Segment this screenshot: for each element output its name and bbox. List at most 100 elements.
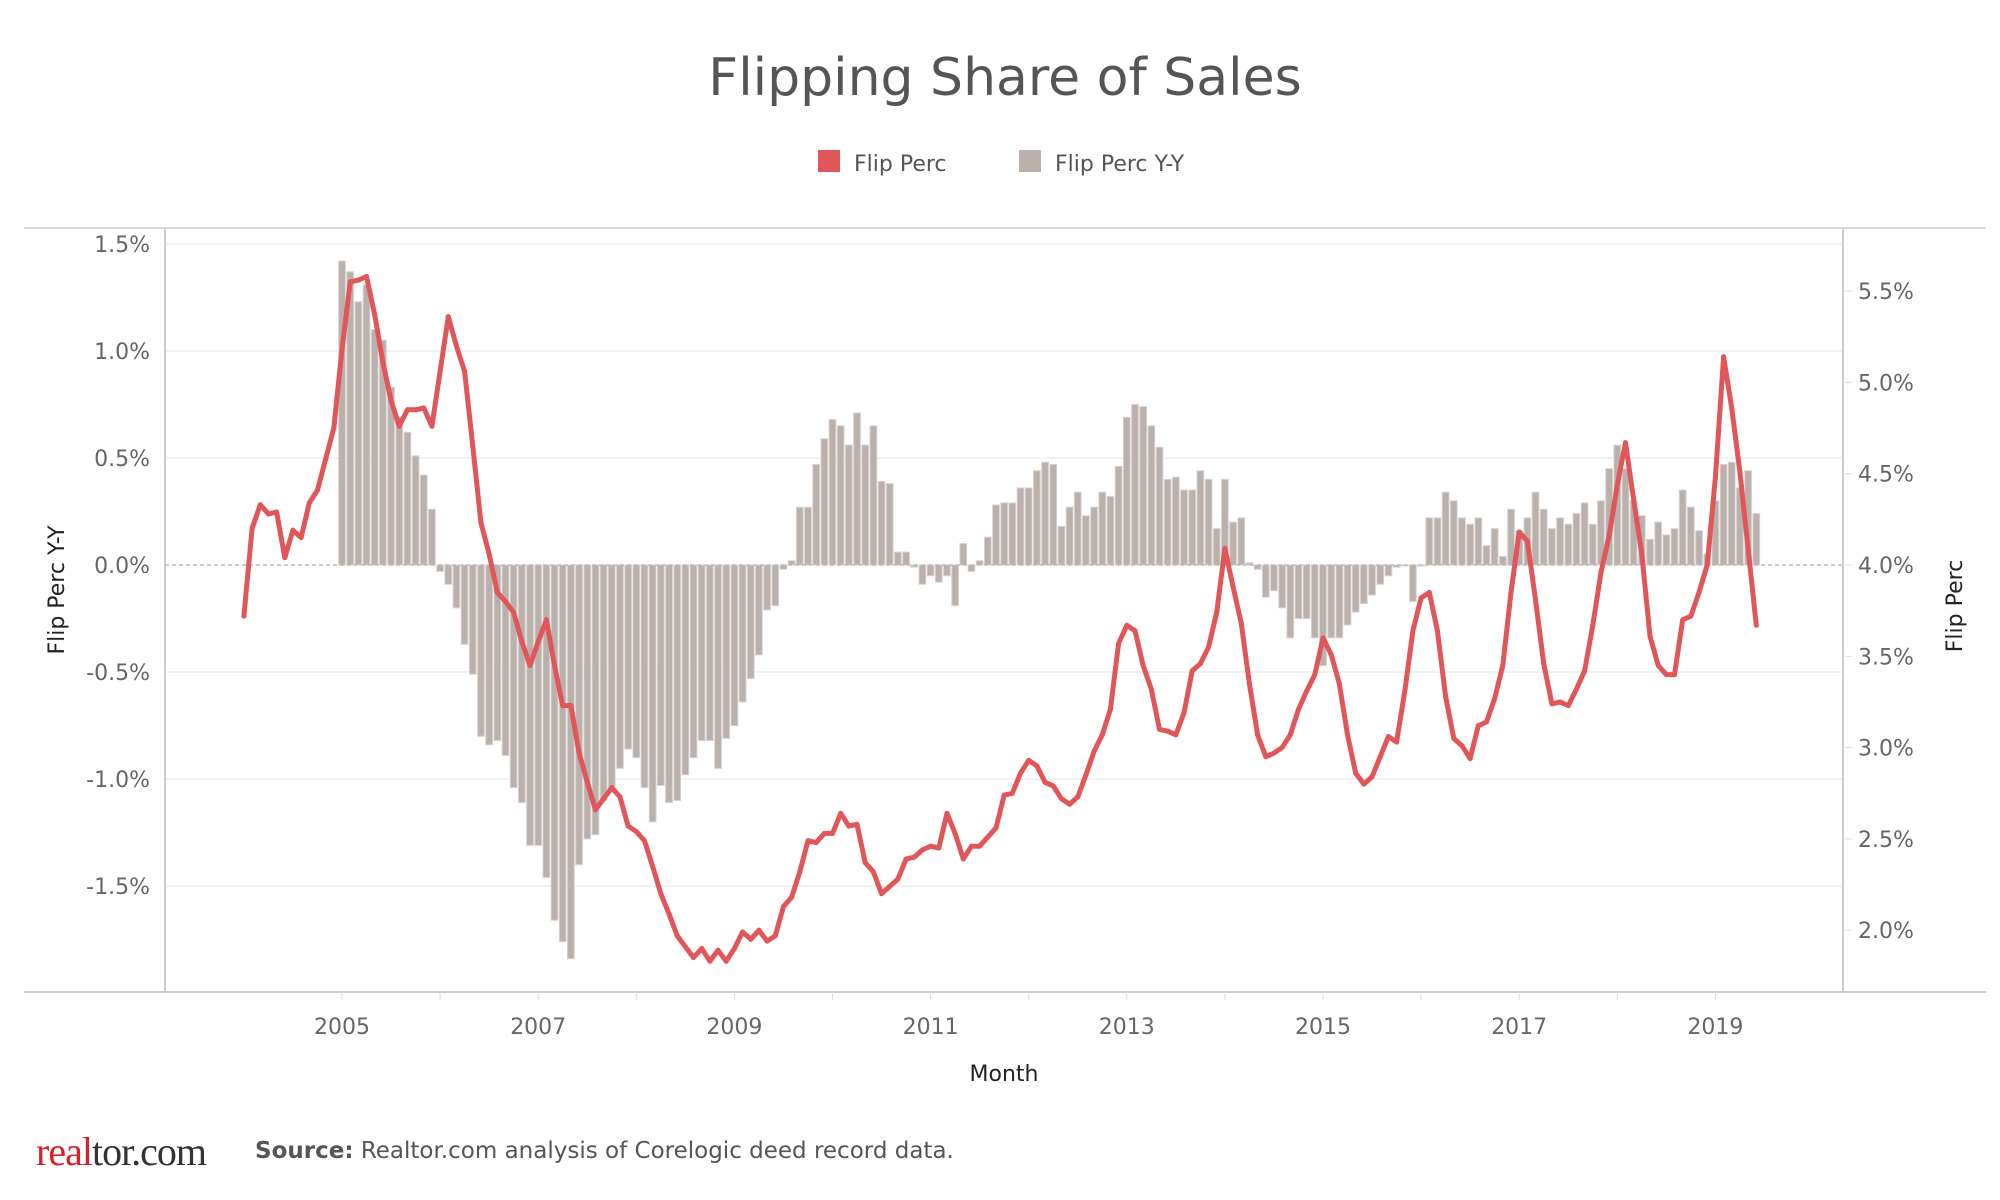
line-point-2014-11 xyxy=(1304,688,1310,694)
right-tick-label: 2.0% xyxy=(1858,919,1914,944)
line-point-2014-7 xyxy=(1271,750,1277,756)
line-point-2008-7 xyxy=(682,944,688,950)
line-series-flip-perc xyxy=(241,273,1759,964)
bar-2010-10 xyxy=(902,551,910,566)
bar-2013-4 xyxy=(1147,425,1156,566)
bar-2014-2 xyxy=(1229,521,1237,566)
line-point-2009-11 xyxy=(813,840,819,846)
bar-2012-10 xyxy=(1098,491,1107,566)
line-point-2007-1 xyxy=(535,639,541,645)
line-point-2009-7 xyxy=(780,903,786,909)
line-point-2012-6 xyxy=(1067,801,1073,807)
bar-2018-10 xyxy=(1687,506,1695,566)
line-point-2015-2 xyxy=(1328,651,1334,657)
bar-2016-3 xyxy=(1433,517,1442,566)
bar-2008-2 xyxy=(640,564,649,789)
line-point-2014-1 xyxy=(1222,546,1228,552)
line-point-2017-7 xyxy=(1565,703,1571,709)
bar-2009-4 xyxy=(755,564,763,656)
line-point-2009-3 xyxy=(748,936,754,942)
line-point-2013-12 xyxy=(1214,609,1220,615)
bar-2007-1 xyxy=(534,564,543,846)
right-tick-label: 3.5% xyxy=(1858,645,1914,670)
line-point-2007-8 xyxy=(592,807,598,813)
chart-title: Flipping Share of Sales xyxy=(708,48,1301,108)
line-point-2016-2 xyxy=(1426,589,1432,595)
line-point-2009-2 xyxy=(740,929,746,935)
line-point-2005-9 xyxy=(404,407,410,413)
legend-swatch-flip-perc xyxy=(818,150,840,172)
line-point-2009-6 xyxy=(772,933,778,939)
bar-2015-7 xyxy=(1368,564,1376,596)
x-tick-label: 2017 xyxy=(1491,1015,1547,1040)
bar-2018-7 xyxy=(1662,534,1671,566)
right-tick-label: 2.5% xyxy=(1858,828,1914,853)
line-point-2013-10 xyxy=(1197,661,1203,667)
legend-label-flip-perc: Flip Perc xyxy=(854,152,947,177)
line-point-2015-1 xyxy=(1320,635,1326,641)
line-point-2005-10 xyxy=(413,407,419,413)
line-point-2006-2 xyxy=(445,314,451,320)
x-axis-title: Month xyxy=(970,1062,1039,1087)
line-point-2007-10 xyxy=(609,785,615,791)
line-point-2006-10 xyxy=(511,609,517,615)
bar-2010-8 xyxy=(885,483,894,566)
line-point-2009-4 xyxy=(756,927,762,933)
bar-2006-10 xyxy=(509,564,518,789)
line-point-2006-4 xyxy=(462,368,468,374)
bar-2011-3 xyxy=(943,564,951,577)
legend-label-flip-perc-yy: Flip Perc Y-Y xyxy=(1055,152,1185,177)
right-axis-ticks: 5.5% 5.0% 4.5% 4.0% 3.5% 3.0% 2.5% 2.0% xyxy=(1845,280,1914,944)
line-point-2016-4 xyxy=(1443,693,1449,699)
bar-2011-9 xyxy=(992,504,1000,566)
line-point-2007-4 xyxy=(560,703,566,709)
right-tick-label: 4.0% xyxy=(1858,554,1914,579)
x-tick-label: 2013 xyxy=(1099,1015,1155,1040)
line-point-2016-5 xyxy=(1451,735,1457,741)
line-point-2008-2 xyxy=(641,838,647,844)
line-point-2018-1 xyxy=(1614,482,1620,488)
bar-2013-10 xyxy=(1196,470,1205,566)
bar-2018-5 xyxy=(1646,538,1654,566)
line-point-2018-11 xyxy=(1696,589,1702,595)
bar-2018-11 xyxy=(1695,530,1703,566)
bar-2014-10 xyxy=(1294,564,1303,619)
bar-2011-2 xyxy=(934,564,943,583)
bar-2015-3 xyxy=(1335,564,1344,639)
line-point-2016-1 xyxy=(1418,595,1424,601)
line-point-2010-8 xyxy=(887,883,893,889)
line-point-2019-6 xyxy=(1753,622,1759,628)
bar-2009-3 xyxy=(746,564,755,679)
line-point-2012-7 xyxy=(1075,794,1081,800)
bar-2013-8 xyxy=(1180,489,1188,566)
line-point-2004-10 xyxy=(314,487,320,493)
line-point-2005-11 xyxy=(421,405,427,411)
line-point-2008-3 xyxy=(650,863,656,869)
line-point-2006-1 xyxy=(437,368,443,374)
line-point-2006-5 xyxy=(470,443,476,449)
bar-2008-7 xyxy=(681,564,690,776)
line-point-2008-8 xyxy=(691,955,697,961)
line-point-2011-6 xyxy=(968,843,974,849)
line-point-2009-10 xyxy=(805,838,811,844)
bar-2008-11 xyxy=(714,564,722,769)
x-tick-label: 2019 xyxy=(1687,1015,1743,1040)
line-point-2005-3 xyxy=(355,277,361,283)
line-point-2018-5 xyxy=(1647,633,1653,639)
bar-2019-3 xyxy=(1727,461,1736,566)
x-tick-label: 2009 xyxy=(706,1015,762,1040)
bar-2017-4 xyxy=(1539,508,1548,566)
bar-2009-1 xyxy=(730,564,739,726)
bar-2016-2 xyxy=(1425,517,1434,566)
line-point-2014-3 xyxy=(1238,620,1244,626)
line-point-2018-12 xyxy=(1704,562,1710,568)
bar-2006-2 xyxy=(444,564,453,585)
line-point-2007-9 xyxy=(601,796,607,802)
line-point-2007-6 xyxy=(576,750,582,756)
line-point-2010-7 xyxy=(879,891,885,897)
flip-perc-line xyxy=(241,274,1759,964)
line-point-2011-4 xyxy=(952,830,958,836)
line-point-2011-2 xyxy=(936,845,942,851)
bar-2013-5 xyxy=(1155,446,1164,566)
bar-2008-5 xyxy=(665,564,673,804)
